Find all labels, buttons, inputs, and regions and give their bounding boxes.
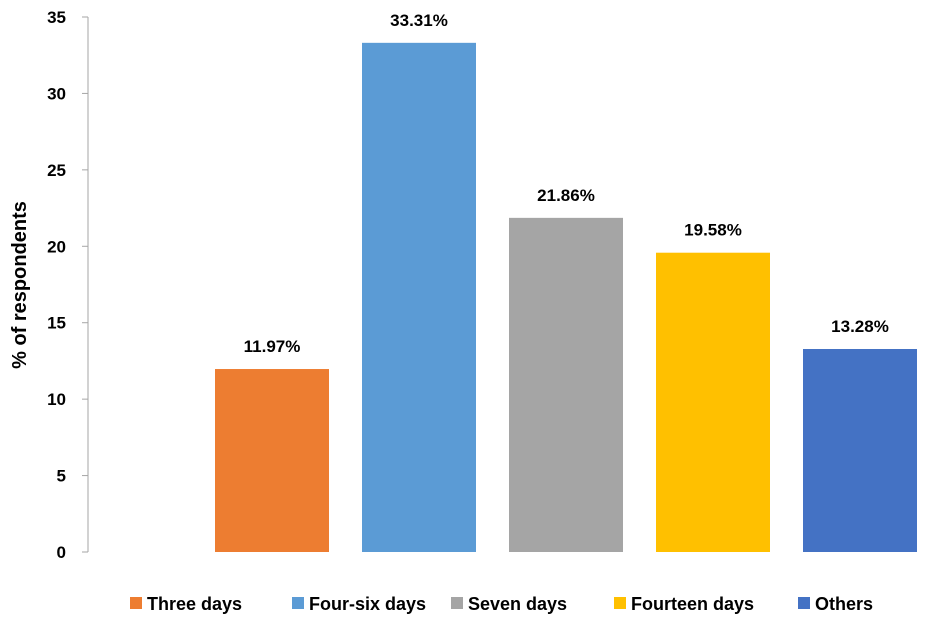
bar-four-six-days (362, 42, 476, 552)
y-tick-label: 15 (47, 314, 66, 333)
legend-swatch (292, 597, 304, 609)
legend-swatch (130, 597, 142, 609)
data-label: 19.58% (684, 221, 742, 240)
legend: Three days Four-six days Seven days Fourtee… (130, 594, 873, 614)
legend-label: Seven days (468, 594, 567, 614)
y-tick-label: 25 (47, 161, 66, 180)
bar-others (803, 349, 917, 552)
data-label: 21.86% (537, 186, 595, 205)
y-tick-label: 35 (47, 8, 66, 27)
data-label: 33.31% (390, 11, 448, 30)
y-tick-label: 5 (57, 467, 66, 486)
bar-three-days (215, 369, 329, 552)
bar-fourteen-days (656, 252, 770, 552)
y-axis-title: % of respondents (9, 201, 31, 369)
bar-seven-days (509, 217, 623, 552)
bars (215, 42, 917, 552)
y-tick-label: 20 (47, 237, 66, 256)
legend-swatch (798, 597, 810, 609)
data-label: 13.28% (831, 317, 889, 336)
data-label: 11.97% (244, 337, 301, 356)
y-tick-label: 30 (47, 84, 66, 103)
legend-label: Others (815, 594, 873, 614)
legend-label: Four-six days (309, 594, 426, 614)
y-axis: 0 5 10 15 20 25 30 35 (47, 8, 89, 562)
legend-swatch (614, 597, 626, 609)
legend-label: Fourteen days (631, 594, 754, 614)
legend-label: Three days (147, 594, 242, 614)
legend-swatch (451, 597, 463, 609)
y-tick-label: 10 (47, 390, 66, 409)
data-labels: 11.97% 33.31% 21.86% 19.58% 13.28% (244, 11, 889, 356)
y-tick-label: 0 (57, 543, 66, 562)
